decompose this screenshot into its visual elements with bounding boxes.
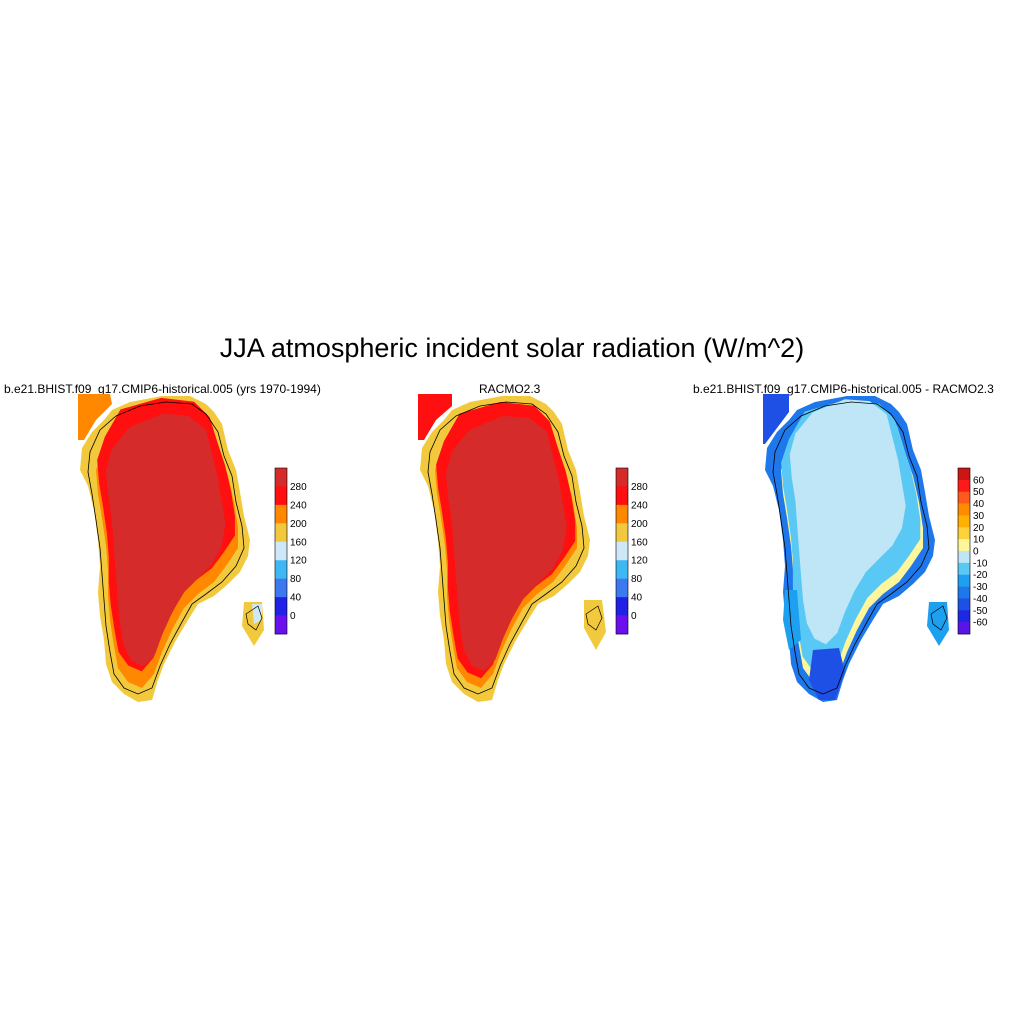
figure-title: JJA atmospheric incident solar radiation…: [219, 333, 805, 363]
colorbar-swatch: [958, 562, 970, 576]
colorbar-swatch: [616, 615, 628, 635]
colorbar-tick-label: 50: [973, 487, 985, 498]
colorbar-swatch: [616, 578, 628, 598]
colorbar-tick-label: 200: [631, 519, 648, 530]
colorbar-tick-label: 80: [631, 574, 643, 585]
colorbar-tick-label: -40: [973, 594, 988, 605]
colorbar-swatch: [958, 586, 970, 599]
colorbar-frame: [957, 467, 971, 635]
colorbar-obs: 280 240 200 160 120 80 40 0: [615, 467, 648, 635]
colorbar-swatch: [958, 503, 970, 516]
colorbar-swatch: [616, 523, 628, 543]
colorbar-tick-label: -10: [973, 558, 988, 569]
colorbar-swatch: [275, 486, 287, 506]
colorbar-tick-label: 240: [290, 500, 307, 511]
colorbar-swatch: [275, 597, 287, 616]
panel-title-difference: b.e21.BHIST.f09_g17.CMIP6-historical.005…: [693, 382, 994, 396]
colorbar-tick-label: 60: [973, 475, 985, 486]
colorbar-swatch: [275, 578, 287, 598]
colorbar-swatch: [958, 468, 970, 481]
map-panel-difference: [763, 394, 949, 702]
colorbar-swatch: [958, 551, 970, 564]
colorbar-tick-label: 240: [631, 500, 648, 511]
colorbar-swatch: [275, 615, 287, 635]
colorbar-swatch: [958, 622, 970, 635]
colorbar-tick-label: 160: [290, 537, 307, 548]
colorbar-tick-label: 200: [290, 519, 307, 530]
colorbar-swatch: [275, 468, 287, 487]
colorbar-swatch: [275, 541, 287, 561]
colorbar-tick-label: 280: [631, 482, 648, 493]
colorbar-tick-label: 0: [290, 611, 296, 622]
colorbar-tick-label: 120: [631, 556, 648, 567]
colorbar-swatch: [958, 598, 970, 611]
panel-title-model: b.e21.BHIST.f09_g17.CMIP6-historical.005…: [4, 382, 321, 396]
colorbar-swatch: [275, 523, 287, 543]
colorbar-swatch: [958, 574, 970, 587]
colorbar-swatch: [616, 468, 628, 487]
colorbar-tick-label: 280: [290, 482, 307, 493]
colorbar-swatch: [616, 541, 628, 561]
colorbar-tick-label: 160: [631, 537, 648, 548]
colorbar-tick-label: -20: [973, 570, 988, 581]
colorbar-swatch: [958, 610, 970, 623]
map-panel-racmo: [418, 394, 606, 702]
colorbar-tick-label: -50: [973, 606, 988, 617]
colorbar-tick-label: 120: [290, 556, 307, 567]
colorbar-swatch: [958, 491, 970, 504]
colorbar-swatch: [275, 504, 287, 524]
colorbar-tick-label: 80: [290, 574, 302, 585]
colorbar-swatch: [958, 479, 970, 493]
colorbar-tick-label: 40: [973, 499, 985, 510]
colorbar-tick-label: 10: [973, 535, 985, 546]
colorbar-swatch: [958, 515, 970, 528]
map-panel-model: [78, 394, 264, 702]
panel-title-racmo: RACMO2.3: [479, 382, 541, 396]
colorbar-tick-label: -30: [973, 582, 988, 593]
colorbar-swatch: [275, 560, 287, 579]
colorbar-swatch: [616, 504, 628, 524]
colorbar-tick-label: 40: [290, 593, 302, 604]
colorbar-swatch: [616, 486, 628, 506]
colorbar-tick-label: 0: [631, 611, 637, 622]
colorbar-tick-label: 40: [631, 593, 643, 604]
colorbar-tick-label: 0: [973, 547, 979, 558]
colorbar-model: 280 240 200 160 120 80 40 0: [274, 467, 307, 635]
colorbar-swatch: [616, 597, 628, 616]
colorbar-tick-label: -60: [973, 618, 988, 629]
colorbar-tick-label: 30: [973, 511, 985, 522]
colorbar-swatch: [958, 527, 970, 540]
colorbar-swatch: [958, 539, 970, 552]
colorbar-swatch: [616, 560, 628, 579]
colorbar-frame: [615, 467, 629, 635]
colorbar-frame: [274, 467, 288, 635]
colorbar-tick-label: 20: [973, 523, 985, 534]
